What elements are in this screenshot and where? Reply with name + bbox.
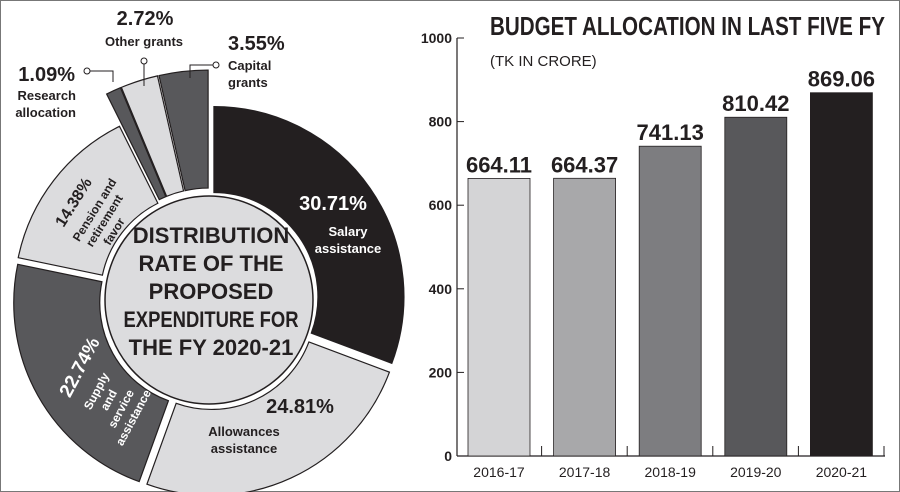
- y-tick-label: 600: [429, 197, 453, 213]
- slice-label: Other grants: [105, 34, 183, 49]
- bar-2019-20: [724, 116, 788, 457]
- bar-value-label: 664.11: [466, 152, 532, 177]
- y-tick-label: 0: [444, 448, 452, 464]
- callout-line: [90, 70, 114, 82]
- x-tick-label: 2017-18: [559, 464, 611, 480]
- donut-slice-salary-assistance: [213, 105, 405, 365]
- x-tick-label: 2016-17: [473, 464, 525, 480]
- bar-value-label: 741.13: [637, 120, 704, 145]
- donut-slice-research-allocation: [105, 86, 167, 201]
- donut-title-line: DISTRIBUTION: [133, 223, 289, 248]
- bar-value-label: 664.37: [551, 152, 618, 177]
- slice-label: allocation: [15, 105, 76, 120]
- callout-line: [189, 64, 213, 78]
- bar-data-labels: 664.11 664.37 741.13 810.42 869.06: [466, 67, 875, 178]
- slice-value-label: 24.81%: [266, 396, 334, 418]
- x-axis-labels: 2016-17 2017-18 2018-19 2019-20 2020-21: [473, 464, 867, 480]
- bar-2020-21: [810, 92, 873, 457]
- bar-value-label: 869.06: [808, 67, 875, 92]
- y-tick-label: 400: [429, 281, 453, 297]
- donut-title-line: PROPOSED: [149, 279, 274, 304]
- donut-chart: [13, 69, 405, 492]
- donut-slice-allowances-assistance: [146, 341, 391, 492]
- slice-label: assistance: [211, 441, 278, 456]
- slice-label: Capital: [228, 58, 271, 73]
- x-tick-label: 2019-20: [730, 464, 782, 480]
- slice-value-label: 30.71%: [299, 193, 367, 215]
- callout-dot: [212, 61, 220, 69]
- bar-2017-18: [553, 177, 616, 457]
- donut-title-line: RATE OF THE: [138, 251, 283, 276]
- x-tick-label: 2018-19: [645, 464, 697, 480]
- donut-title: DISTRIBUTION RATE OF THE PROPOSED EXPEND…: [124, 223, 299, 360]
- donut-slice-pension-and-retirement-favor: [17, 125, 159, 276]
- donut-slice-other-grants: [120, 75, 185, 198]
- slice-value-label: 1.09%: [18, 64, 75, 86]
- slice-label: grants: [228, 75, 268, 90]
- slice-label: Salary: [328, 224, 368, 239]
- bar-chart-subtitle: (TK IN CRORE): [490, 53, 597, 70]
- slice-value-label: 3.55%: [228, 33, 285, 55]
- bar-value-label: 810.42: [722, 91, 789, 116]
- y-tick-label: 1000: [421, 30, 452, 46]
- bar-chart: [456, 37, 885, 457]
- callout-dot: [140, 57, 148, 65]
- slice-label: Research: [17, 88, 76, 103]
- donut-slice-capital-grants: [158, 69, 209, 192]
- donut-title-line: EXPENDITURE FOR: [124, 307, 299, 332]
- donut-center: [104, 195, 314, 405]
- slice-label: Allowances: [208, 424, 280, 439]
- slice-label: assistance: [315, 241, 382, 256]
- donut-slice-supply-and-service-assistance: [13, 263, 170, 483]
- callout-dot: [83, 67, 91, 75]
- bar-chart-title: BUDGET ALLOCATION IN LAST FIVE FY: [490, 11, 885, 41]
- y-tick-label: 800: [429, 114, 453, 130]
- x-tick-label: 2020-21: [816, 464, 868, 480]
- slice-value-label: 2.72%: [117, 8, 174, 30]
- donut-title-line: THE FY 2020-21: [129, 335, 294, 360]
- bar-2018-19: [638, 145, 702, 457]
- bar-2016-17: [467, 178, 531, 457]
- y-tick-label: 200: [429, 364, 453, 380]
- y-axis-ticks: 0 200 400 600 800 1000: [421, 30, 452, 464]
